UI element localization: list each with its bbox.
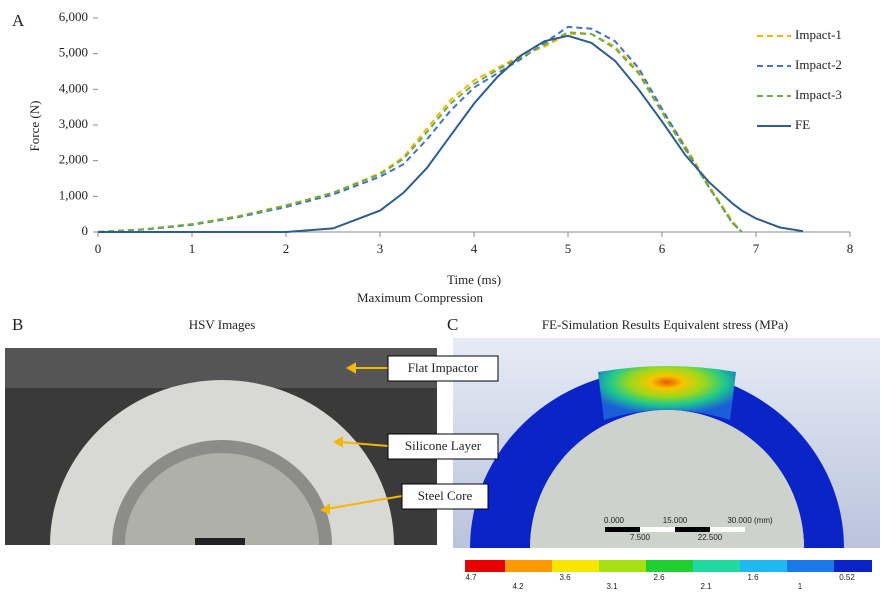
colorbar-label: 4.7 [465, 573, 477, 582]
x-tick-label: 4 [471, 241, 478, 256]
heading: Maximum Compression [357, 290, 484, 305]
x-axis-label: Time (ms) [447, 272, 501, 287]
x-tick-label: 3 [377, 241, 384, 256]
y-tick-label: 6,000 [59, 9, 88, 24]
fe-image [453, 338, 880, 592]
line-series [98, 36, 803, 232]
line-series [98, 27, 742, 232]
colorbar-label: 1.6 [747, 573, 759, 582]
colorbar-label: 2.6 [653, 573, 665, 582]
x-tick-label: 5 [565, 241, 572, 256]
legend-label: Impact-2 [795, 57, 842, 72]
panel-label: B [12, 315, 23, 334]
legend-label: FE [795, 117, 810, 132]
hsv-image [5, 348, 437, 545]
colorbar-label: 1 [798, 582, 803, 591]
annotation: Steel Core [418, 488, 473, 503]
x-tick-label: 0 [95, 241, 102, 256]
colorbar-label: 4.2 [512, 582, 524, 591]
colorbar-label: 0.52 [839, 573, 855, 582]
figure: A B C Time (ms) Force (N) Maximum Compre… [0, 0, 882, 592]
scale-label: 15.000 [663, 516, 688, 525]
x-tick-label: 2 [283, 241, 290, 256]
legend-label: Impact-1 [795, 27, 842, 42]
annotation: Flat Impactor [408, 360, 479, 375]
legend-label: Impact-3 [795, 87, 842, 102]
line-series [98, 34, 742, 232]
scale-label: 30.000 (mm) [727, 516, 773, 525]
scale-label: 22.500 [698, 533, 723, 542]
scale-label: 0.000 [604, 516, 625, 525]
panel-label: C [447, 315, 458, 334]
panel-title: FE-Simulation Results Equivalent stress … [542, 317, 788, 332]
y-tick-label: 5,000 [59, 45, 88, 60]
x-tick-label: 1 [189, 241, 196, 256]
y-tick-label: 2,000 [59, 152, 88, 167]
line-series [98, 32, 742, 232]
y-tick-label: 1,000 [59, 187, 88, 202]
x-tick-label: 7 [753, 241, 760, 256]
y-tick-label: 0 [82, 223, 89, 238]
scale-label: 7.500 [630, 533, 651, 542]
panel-label: A [12, 11, 25, 30]
x-tick-label: 8 [847, 241, 854, 256]
colorbar-label: 3.6 [559, 573, 571, 582]
x-tick-label: 6 [659, 241, 666, 256]
colorbar-label: 3.1 [606, 582, 618, 591]
y-tick-label: 4,000 [59, 80, 88, 95]
panel-title: HSV Images [189, 317, 256, 332]
y-axis-label: Force (N) [27, 101, 42, 152]
annotation: Silicone Layer [405, 438, 482, 453]
colorbar-label: 2.1 [700, 582, 712, 591]
y-tick-label: 3,000 [59, 116, 88, 131]
